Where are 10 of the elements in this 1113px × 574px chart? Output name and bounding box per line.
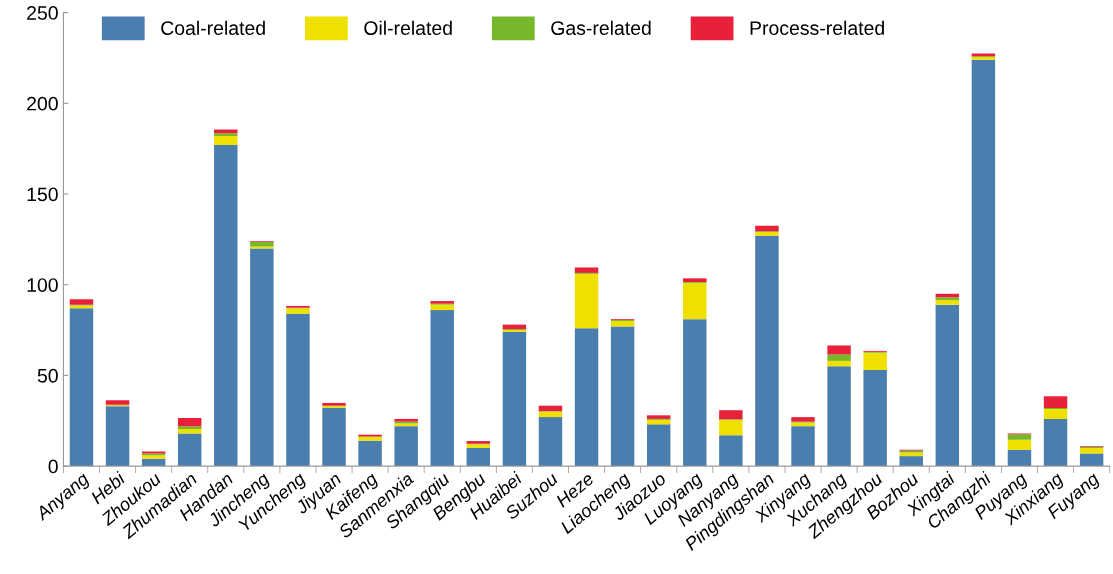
legend-label: Oil-related [364,20,452,35]
y-tick-label: 250 [27,6,58,20]
legend-label: Coal-related [161,20,265,35]
legend-label: Process-related [750,20,884,35]
y-tick-label: 50 [37,368,58,383]
y-tick-label: 0 [48,459,58,474]
y-tick-label: 100 [27,278,58,292]
legend-label: Gas-related [551,20,651,35]
y-tick-label: 200 [27,96,58,111]
y-tick-label: 150 [27,187,58,202]
